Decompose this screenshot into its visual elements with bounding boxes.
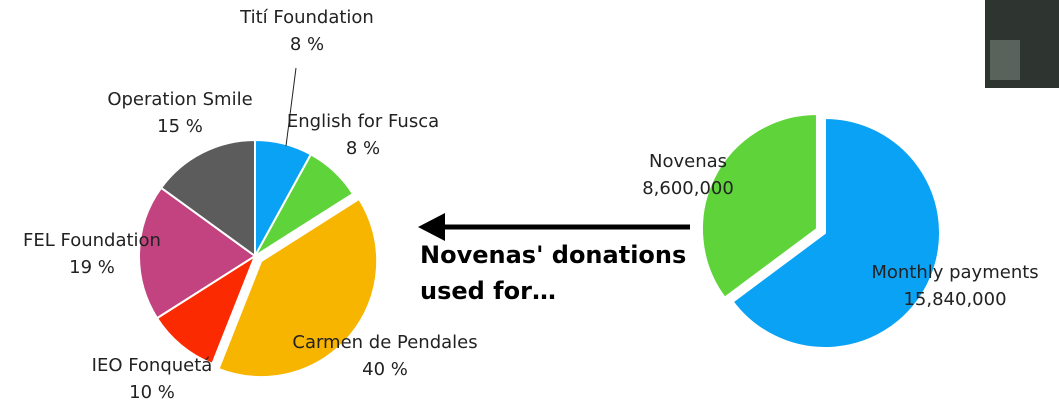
pie-slice	[701, 112, 818, 300]
slice-label: English for Fusca	[287, 111, 439, 132]
slice-label: Carmen de Pendales	[292, 332, 477, 353]
slice-value-label: 19 %	[69, 257, 115, 278]
slice-label: Operation Smile	[107, 89, 252, 110]
pie-slice	[254, 152, 355, 257]
annotation: used for…	[420, 277, 556, 305]
slice-label: FEL Foundation	[23, 230, 161, 251]
pie-slice	[159, 138, 256, 258]
slice-label: IEO Fonquetá	[92, 355, 213, 376]
slice-value-label: 15 %	[157, 116, 203, 137]
slice-value-label: 15,840,000	[903, 289, 1006, 310]
annotation: Novenas' donations	[420, 241, 686, 269]
photo-detail	[990, 40, 1020, 80]
slice-value-label: 40 %	[362, 359, 408, 380]
slice-value-label: 8,600,000	[642, 178, 734, 199]
pie-slice	[155, 253, 258, 366]
slice-label: Tití Foundation	[239, 7, 374, 28]
arrow-head	[418, 213, 445, 241]
slice-value-label: 8 %	[346, 138, 380, 159]
pie-slice	[731, 116, 941, 349]
pie-slice	[138, 186, 257, 320]
slice-value-label: 8 %	[290, 34, 324, 55]
slice-label: Monthly payments	[871, 262, 1038, 283]
pie-slice	[217, 197, 379, 379]
slice-value-label: 10 %	[129, 382, 175, 402]
slice-label: Novenas	[649, 151, 727, 172]
leader-line	[285, 67, 297, 147]
